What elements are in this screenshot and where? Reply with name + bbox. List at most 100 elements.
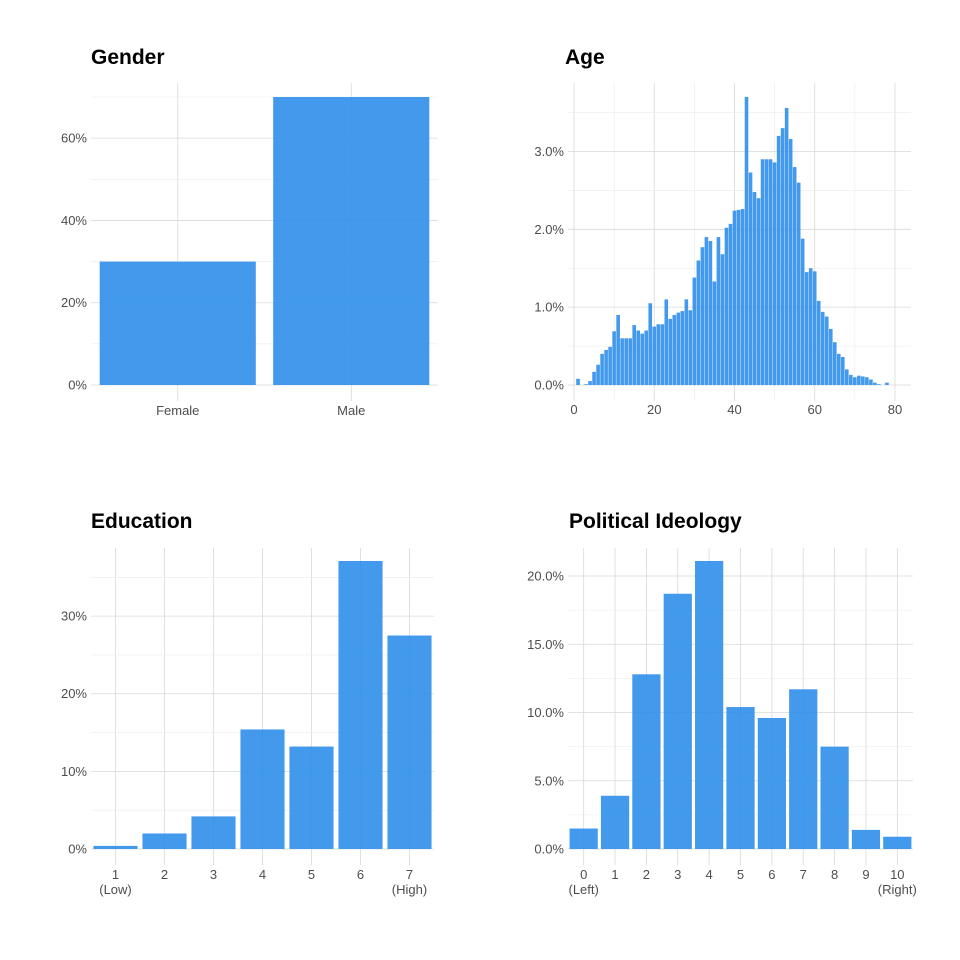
education-ytick-label: 20% bbox=[61, 686, 87, 701]
education-bar bbox=[387, 635, 432, 849]
age-xtick-label: 60 bbox=[807, 402, 821, 417]
age-ytick-label: 2.0% bbox=[534, 222, 564, 237]
age-bar bbox=[820, 311, 825, 385]
ideology-bar bbox=[757, 717, 786, 849]
age-bar bbox=[604, 349, 608, 385]
education-xtick-label: 7 bbox=[406, 867, 413, 882]
ideology-xtick-label: 4 bbox=[706, 867, 713, 882]
age-bar bbox=[600, 353, 604, 385]
education-xtick-label: 6 bbox=[357, 867, 364, 882]
age-bar bbox=[772, 162, 777, 385]
age-bar bbox=[812, 271, 817, 385]
gender-bar bbox=[99, 261, 256, 385]
ideology-xtick-label: 8 bbox=[831, 867, 838, 882]
age-bar bbox=[716, 237, 721, 385]
ideology-bar bbox=[789, 689, 818, 849]
age-bar bbox=[736, 209, 741, 385]
age-bar bbox=[616, 314, 620, 385]
age-bar bbox=[672, 314, 677, 385]
education-xtick-label: 4 bbox=[259, 867, 266, 882]
ideology-xtick-label: 1 bbox=[611, 867, 618, 882]
education-xtick-label: 3 bbox=[210, 867, 217, 882]
ideology-bar bbox=[883, 836, 912, 849]
age-bar bbox=[676, 312, 681, 385]
education-bar bbox=[93, 845, 138, 849]
gender-bar bbox=[273, 97, 430, 385]
ideology-xtick-label: 3 bbox=[674, 867, 681, 882]
gender-ytick-label: 60% bbox=[61, 131, 87, 146]
age-bar bbox=[788, 139, 793, 385]
ideology-bar bbox=[695, 561, 724, 849]
education-xtick-label: 1 bbox=[112, 867, 119, 882]
age-bar bbox=[836, 353, 841, 385]
ideology-bar bbox=[569, 828, 598, 849]
age-bar bbox=[869, 379, 873, 385]
ideology-ytick-label: 20.0% bbox=[527, 569, 564, 584]
age-bar bbox=[624, 338, 628, 385]
gender-plot: 0% 20% 40% 60% Female Male bbox=[61, 83, 438, 418]
age-bar bbox=[808, 268, 813, 385]
age-bar bbox=[652, 326, 657, 385]
education-xtick-sublabel: (Low) bbox=[99, 882, 132, 897]
age-bar bbox=[632, 325, 636, 385]
age-bar bbox=[584, 384, 588, 385]
ideology-bar bbox=[726, 707, 755, 849]
age-xtick-label: 40 bbox=[727, 402, 741, 417]
gender-xtick-label: Female bbox=[156, 403, 199, 418]
age-bar bbox=[608, 346, 612, 385]
age-bar bbox=[688, 310, 693, 385]
age-bar bbox=[796, 182, 801, 385]
ideology-xtick-sublabel: (Left) bbox=[569, 882, 599, 897]
education-panel: Education 0% 10% 20% 30% 1(Low) 2 3 4 5 6 7(High) bbox=[61, 510, 434, 897]
age-xtick-label: 0 bbox=[570, 402, 577, 417]
ideology-plot: 0.0% 5.0% 10.0% 15.0% 20.0% 0(Left) 1 2 3 4 5 6 7 8 9 1… bbox=[527, 548, 917, 897]
gender-ytick-label: 20% bbox=[61, 295, 87, 310]
age-bar bbox=[720, 254, 725, 385]
age-bar bbox=[700, 247, 705, 385]
age-bar bbox=[708, 241, 713, 385]
age-bar bbox=[696, 260, 701, 385]
ideology-xtick-sublabel: (Right) bbox=[878, 882, 917, 897]
ideology-bar bbox=[820, 746, 849, 849]
age-bar bbox=[877, 384, 881, 385]
age-bar bbox=[740, 209, 745, 385]
age-bar bbox=[849, 374, 853, 385]
age-bar bbox=[885, 382, 889, 385]
age-bar bbox=[656, 324, 661, 385]
gender-ytick-label: 0% bbox=[68, 378, 87, 393]
ideology-xtick-label: 0 bbox=[580, 867, 587, 882]
ideology-ytick-label: 5.0% bbox=[534, 773, 564, 788]
education-title: Education bbox=[91, 510, 193, 533]
age-bar bbox=[857, 375, 861, 385]
age-ytick-label: 0.0% bbox=[534, 378, 564, 393]
age-bar bbox=[648, 303, 653, 385]
age-xtick-label: 20 bbox=[647, 402, 661, 417]
age-bar bbox=[845, 369, 849, 385]
ideology-bar bbox=[663, 593, 692, 849]
age-bar bbox=[660, 324, 665, 385]
age-bar bbox=[752, 191, 757, 385]
age-bar bbox=[756, 198, 761, 385]
ideology-ytick-label: 10.0% bbox=[527, 705, 564, 720]
gender-panel: Gender 0% 20% 40% 60% Female Male bbox=[61, 46, 438, 418]
age-bar bbox=[704, 237, 709, 385]
education-xtick-label: 2 bbox=[161, 867, 168, 882]
age-title: Age bbox=[565, 46, 605, 69]
age-bar bbox=[732, 210, 737, 385]
gender-xtick-label: Male bbox=[337, 403, 365, 418]
education-bar bbox=[240, 729, 285, 849]
age-plot: 0.0% 1.0% 2.0% 3.0% 0 20 40 60 80 bbox=[534, 83, 911, 417]
age-bar bbox=[828, 328, 833, 385]
age-bar bbox=[628, 338, 632, 385]
age-bar bbox=[664, 299, 669, 385]
age-bar bbox=[724, 227, 729, 385]
age-bar bbox=[592, 371, 596, 385]
ideology-title: Political Ideology bbox=[569, 510, 742, 533]
age-bar bbox=[804, 272, 809, 385]
ideology-ytick-label: 15.0% bbox=[527, 637, 564, 652]
age-panel: Age 0.0% 1.0% 2.0% 3.0% 0 20 40 60 80 bbox=[534, 46, 911, 417]
education-bar bbox=[191, 816, 236, 849]
age-xtick-label: 80 bbox=[888, 402, 902, 417]
education-ytick-label: 10% bbox=[61, 764, 87, 779]
